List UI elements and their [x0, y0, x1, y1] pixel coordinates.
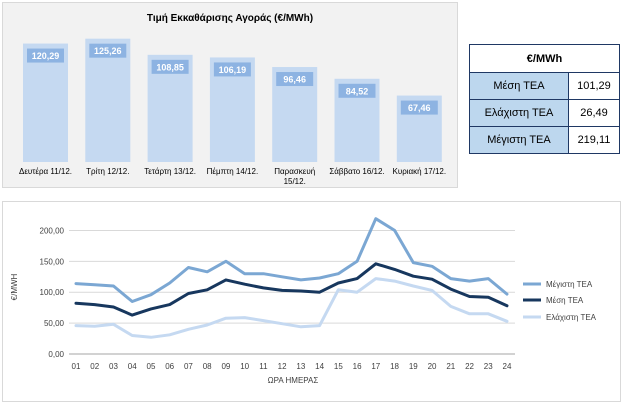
bar-category-label: Τρίτη 12/12.: [86, 167, 129, 176]
bar: [85, 38, 131, 162]
bar-label-box: [213, 62, 251, 77]
bar-data-label: 84,52: [346, 86, 369, 96]
bar-label-box: [400, 100, 438, 115]
bar-data-label: 106,19: [219, 65, 247, 75]
x-tick-label: 09: [221, 362, 230, 371]
stats-value: 219,11: [567, 126, 621, 154]
x-tick-label: 14: [315, 362, 324, 371]
legend-label: Μέση ΤΕΑ: [546, 296, 584, 305]
x-tick-label: 08: [203, 362, 212, 371]
x-tick-label: 06: [165, 362, 174, 371]
bar-label-box: [27, 48, 64, 63]
bar-category-label: Σάββατο 16/12.: [329, 167, 384, 176]
bar: [23, 43, 68, 162]
x-tick-label: 19: [409, 362, 418, 371]
x-tick-label: 15: [334, 362, 343, 371]
bar-data-label: 67,46: [408, 103, 431, 113]
stats-row-mean: Μέση ΤΕΑ 101,29: [469, 72, 621, 100]
bar-data-label: 96,46: [283, 75, 306, 85]
bar-label-box: [338, 83, 376, 98]
bar-label-box: [89, 43, 127, 58]
bar-label-box: [276, 72, 314, 87]
x-tick-label: 17: [371, 362, 380, 371]
bar-category-label: Τετάρτη 13/12.: [144, 167, 196, 176]
line-chart-panel: 0,00 50,00 100,00 150,00 200,00 01 02 03 04 05 06 0…: [2, 201, 621, 402]
stats-label: Μέση ΤΕΑ: [469, 72, 569, 100]
stats-table-header: €/MWh: [469, 44, 620, 73]
x-tick-label: 22: [465, 362, 474, 371]
bar-chart-title: Τιμή Εκκαθάρισης Αγοράς (€/MWh): [147, 13, 313, 24]
x-tick-label: 10: [240, 362, 249, 371]
series-line: [74, 217, 509, 303]
legend-label: Ελάχιστη ΤΕΑ: [546, 313, 597, 322]
bar-chart-panel: Τιμή Εκκαθάρισης Αγοράς (€/MWh) 120,29 Δευ…: [2, 2, 458, 188]
stats-value: 26,49: [567, 99, 621, 127]
bar-data-label: 108,85: [156, 62, 184, 72]
bar-chart: Τιμή Εκκαθάρισης Αγοράς (€/MWh) 120,29 Δευ…: [19, 13, 447, 186]
x-tick-label: 04: [128, 362, 137, 371]
x-tick-label: 13: [296, 362, 305, 371]
y-tick-label: 0,00: [48, 350, 64, 359]
x-tick-label: 23: [484, 362, 493, 371]
x-tick-label: 20: [428, 362, 437, 371]
line-chart: 0,00 50,00 100,00 150,00 200,00 01 02 03 04 05 06 0…: [10, 217, 597, 385]
x-tick-label: 12: [278, 362, 287, 371]
y-tick-label: 150,00: [40, 257, 65, 266]
stats-value: 101,29: [567, 72, 621, 100]
y-tick-label: 200,00: [40, 226, 65, 235]
stats-row-max: Μέγιστη ΤΕΑ 219,11: [469, 126, 621, 154]
y-tick-label: 100,00: [40, 288, 65, 297]
bar-category-label: Κυριακή 17/12.: [393, 167, 447, 176]
bar-category-label: Πέμπτη 14/12.: [207, 167, 259, 176]
stats-row-min: Ελάχιστη ΤΕΑ 26,49: [469, 99, 621, 127]
x-tick-label: 02: [90, 362, 99, 371]
bar-data-label: 120,29: [32, 51, 60, 61]
stats-label: Ελάχιστη ΤΕΑ: [469, 99, 569, 127]
x-tick-label: 07: [184, 362, 193, 371]
bar-category-label: Παρασκευή: [274, 167, 315, 176]
bar-label-box: [151, 59, 189, 74]
x-tick-label: 01: [72, 362, 81, 371]
x-tick-label: 24: [503, 362, 512, 371]
x-tick-label: 05: [147, 362, 156, 371]
stats-table: €/MWh Μέση ΤΕΑ 101,29 Ελάχιστη ΤΕΑ 26,49…: [469, 44, 621, 154]
y-axis-title: €/MWH: [10, 273, 19, 300]
x-tick-label: 16: [353, 362, 362, 371]
series-line: [74, 262, 509, 317]
x-tick-label: 03: [109, 362, 118, 371]
series-line: [74, 277, 509, 339]
bar-category-label: Δευτέρα 11/12.: [19, 167, 72, 176]
legend-label: Μέγιστη ΤΕΑ: [546, 280, 593, 289]
stats-label: Μέγιστη ΤΕΑ: [469, 126, 569, 154]
x-axis-title: ΩΡΑ ΗΜΕΡΑΣ: [268, 376, 319, 385]
bar-category-label: 15/12.: [284, 177, 306, 186]
x-tick-label: 21: [446, 362, 455, 371]
y-tick-label: 50,00: [44, 319, 65, 328]
x-tick-label: 11: [259, 362, 268, 371]
bar-data-label: 125,26: [94, 46, 122, 56]
x-tick-label: 18: [390, 362, 399, 371]
